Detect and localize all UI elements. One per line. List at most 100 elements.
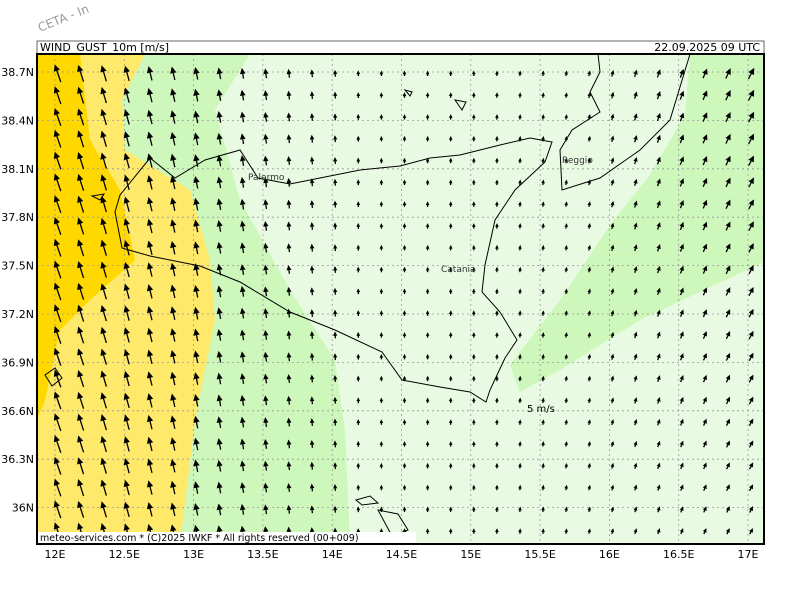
- arrow-head: [542, 181, 544, 183]
- arrow-head: [381, 443, 383, 445]
- wind-arrow: [381, 246, 383, 250]
- arrow-head: [612, 399, 614, 401]
- arrow-head: [334, 507, 336, 509]
- wind-arrow: [450, 421, 452, 425]
- arrow-head: [427, 530, 429, 532]
- wind-arrow: [450, 246, 452, 250]
- wind-arrow: [473, 508, 475, 512]
- arrow-head: [427, 355, 429, 357]
- wind-arrow: [450, 377, 452, 381]
- corner-label: CETA - In: [36, 2, 91, 35]
- wind-arrow: [473, 181, 475, 185]
- arrow-head: [450, 464, 452, 466]
- arrow-head: [357, 508, 359, 510]
- arrow-head: [542, 203, 544, 205]
- wind-arrow: [404, 508, 406, 512]
- arrow-head: [496, 355, 498, 357]
- lat-label: 36.3N: [1, 453, 34, 466]
- wind-arrow: [473, 377, 475, 381]
- arrow-head: [357, 290, 359, 292]
- lon-label: 14E: [322, 548, 343, 561]
- wind-arrow: [381, 334, 383, 338]
- arrow-head: [473, 181, 475, 183]
- arrow-head: [404, 246, 406, 248]
- wind-arrow: [381, 464, 383, 468]
- arrow-head: [519, 421, 521, 423]
- arrow-head: [381, 225, 383, 227]
- arrow-head: [542, 399, 544, 401]
- wind-arrow: [404, 159, 406, 163]
- arrow-head: [519, 334, 521, 336]
- arrow-head: [450, 137, 452, 139]
- arrow-head: [542, 530, 544, 532]
- arrow-head: [404, 399, 406, 401]
- arrow-head: [473, 443, 475, 445]
- arrow-head: [357, 72, 359, 74]
- wind-arrow: [381, 486, 383, 490]
- wind-arrow: [404, 203, 406, 207]
- arrow-head: [404, 94, 406, 96]
- arrow-head: [404, 464, 406, 466]
- arrow-head: [496, 72, 498, 74]
- arrow-head: [542, 486, 544, 488]
- wind-arrow: [473, 421, 475, 425]
- arrow-head: [496, 116, 498, 118]
- wind-arrow: [496, 268, 498, 272]
- wind-arrow: [427, 94, 429, 98]
- arrow-head: [381, 508, 383, 510]
- arrow-head: [589, 268, 591, 270]
- arrow-head: [381, 203, 383, 205]
- arrow-head: [357, 224, 359, 226]
- arrow-head: [542, 94, 544, 96]
- wind-arrow: [450, 355, 452, 359]
- wind-arrow: [450, 225, 452, 229]
- wind-arrow: [427, 355, 429, 359]
- wind-arrow: [381, 399, 383, 403]
- wind-arrow: [473, 225, 475, 229]
- arrow-head: [427, 116, 429, 118]
- arrow-head: [496, 290, 498, 292]
- arrow-head: [450, 290, 452, 292]
- arrow-head: [496, 312, 498, 314]
- arrow-head: [427, 181, 429, 183]
- arrow-head: [450, 246, 452, 248]
- lon-label: 12.5E: [109, 548, 140, 561]
- arrow-head: [589, 203, 591, 205]
- arrow-head: [427, 203, 429, 205]
- wind-arrow: [404, 377, 406, 381]
- arrow-head: [404, 421, 406, 423]
- lon-label: 13E: [183, 548, 204, 561]
- arrow-head: [496, 399, 498, 401]
- wind-arrow: [404, 312, 406, 316]
- arrow-head: [565, 268, 567, 270]
- arrow-head: [542, 421, 544, 423]
- wind-arrow: [450, 443, 452, 447]
- wind-arrow: [473, 312, 475, 316]
- lon-label: 15E: [460, 548, 481, 561]
- arrow-head: [404, 225, 406, 227]
- wind-arrow: [404, 181, 406, 185]
- wind-arrow: [404, 94, 406, 98]
- arrow-head: [565, 334, 567, 336]
- arrow-head: [334, 93, 336, 95]
- wind-arrow: [381, 203, 383, 207]
- arrow-head: [427, 225, 429, 227]
- wind-arrow: [427, 334, 429, 338]
- wind-arrow: [496, 355, 498, 359]
- arrow-head: [450, 508, 452, 510]
- wind-arrow: [404, 246, 406, 250]
- arrow-head: [450, 159, 452, 161]
- arrow-head: [357, 312, 359, 314]
- arrow-head: [427, 290, 429, 292]
- arrow-head: [404, 159, 406, 161]
- arrow-head: [542, 137, 544, 139]
- arrow-head: [589, 377, 591, 379]
- arrow-head: [542, 72, 544, 74]
- contour-label: 5 m/s: [527, 404, 555, 415]
- arrow-head: [589, 225, 591, 227]
- arrow-head: [381, 290, 383, 292]
- wind-arrow: [496, 334, 498, 338]
- arrow-head: [427, 399, 429, 401]
- arrow-head: [381, 94, 383, 96]
- wind-arrow: [496, 72, 498, 76]
